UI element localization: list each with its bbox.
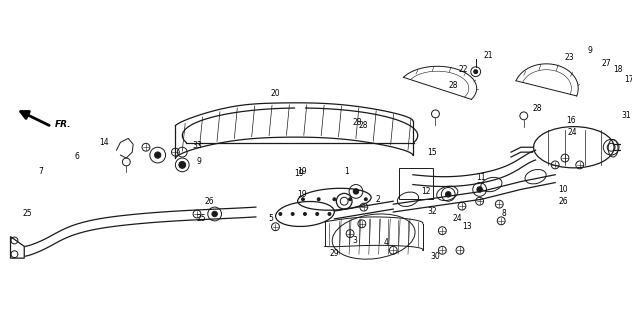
Circle shape [155, 152, 161, 158]
Circle shape [316, 212, 319, 215]
Circle shape [333, 198, 336, 201]
Text: 7: 7 [38, 167, 43, 176]
Text: 5: 5 [269, 214, 274, 223]
Text: 15: 15 [428, 148, 437, 157]
Text: 23: 23 [564, 53, 574, 62]
Text: 30: 30 [430, 252, 441, 261]
Text: 24: 24 [452, 214, 462, 223]
Circle shape [349, 198, 351, 201]
Text: 25: 25 [22, 210, 32, 219]
Text: 26: 26 [205, 197, 214, 206]
Text: 17: 17 [624, 75, 632, 84]
Text: 31: 31 [621, 111, 631, 120]
Circle shape [474, 70, 478, 74]
Text: 2: 2 [375, 195, 380, 204]
Circle shape [301, 198, 305, 201]
Text: 22: 22 [458, 65, 468, 74]
Text: 21: 21 [483, 52, 493, 60]
Circle shape [328, 212, 331, 215]
Text: 19: 19 [297, 190, 307, 199]
Circle shape [291, 212, 294, 215]
Text: 26: 26 [558, 197, 568, 206]
Text: 19: 19 [297, 167, 307, 176]
Circle shape [364, 198, 367, 201]
Text: 6: 6 [75, 152, 79, 161]
Text: 11: 11 [477, 173, 486, 182]
Text: 28: 28 [533, 104, 542, 114]
Circle shape [279, 212, 282, 215]
Text: 9: 9 [588, 45, 592, 55]
Text: 25: 25 [197, 214, 207, 223]
Circle shape [317, 198, 320, 201]
Text: 28: 28 [448, 81, 458, 90]
Circle shape [446, 192, 451, 197]
Text: 20: 20 [270, 89, 280, 98]
Text: 16: 16 [566, 116, 576, 125]
Text: 3: 3 [352, 236, 357, 245]
Text: 12: 12 [421, 187, 430, 196]
Text: 28: 28 [359, 121, 368, 130]
Text: 33: 33 [192, 141, 202, 150]
Text: FR.: FR. [55, 120, 71, 129]
Text: 32: 32 [428, 206, 437, 216]
Text: 8: 8 [501, 210, 506, 219]
Text: 19: 19 [294, 169, 304, 178]
Text: 10: 10 [558, 185, 568, 194]
Text: 24: 24 [568, 128, 578, 137]
Text: 28: 28 [352, 118, 362, 127]
Text: 1: 1 [344, 167, 349, 176]
Text: 27: 27 [601, 59, 611, 68]
Circle shape [477, 187, 482, 192]
Text: 29: 29 [329, 249, 339, 258]
Text: 13: 13 [462, 222, 471, 231]
Circle shape [179, 162, 185, 168]
Circle shape [212, 211, 217, 217]
Circle shape [303, 212, 307, 215]
Text: 9: 9 [197, 157, 202, 166]
Text: 4: 4 [384, 238, 388, 247]
Text: 18: 18 [613, 65, 623, 74]
Text: 14: 14 [99, 138, 109, 147]
Circle shape [353, 189, 359, 194]
Circle shape [179, 162, 186, 168]
